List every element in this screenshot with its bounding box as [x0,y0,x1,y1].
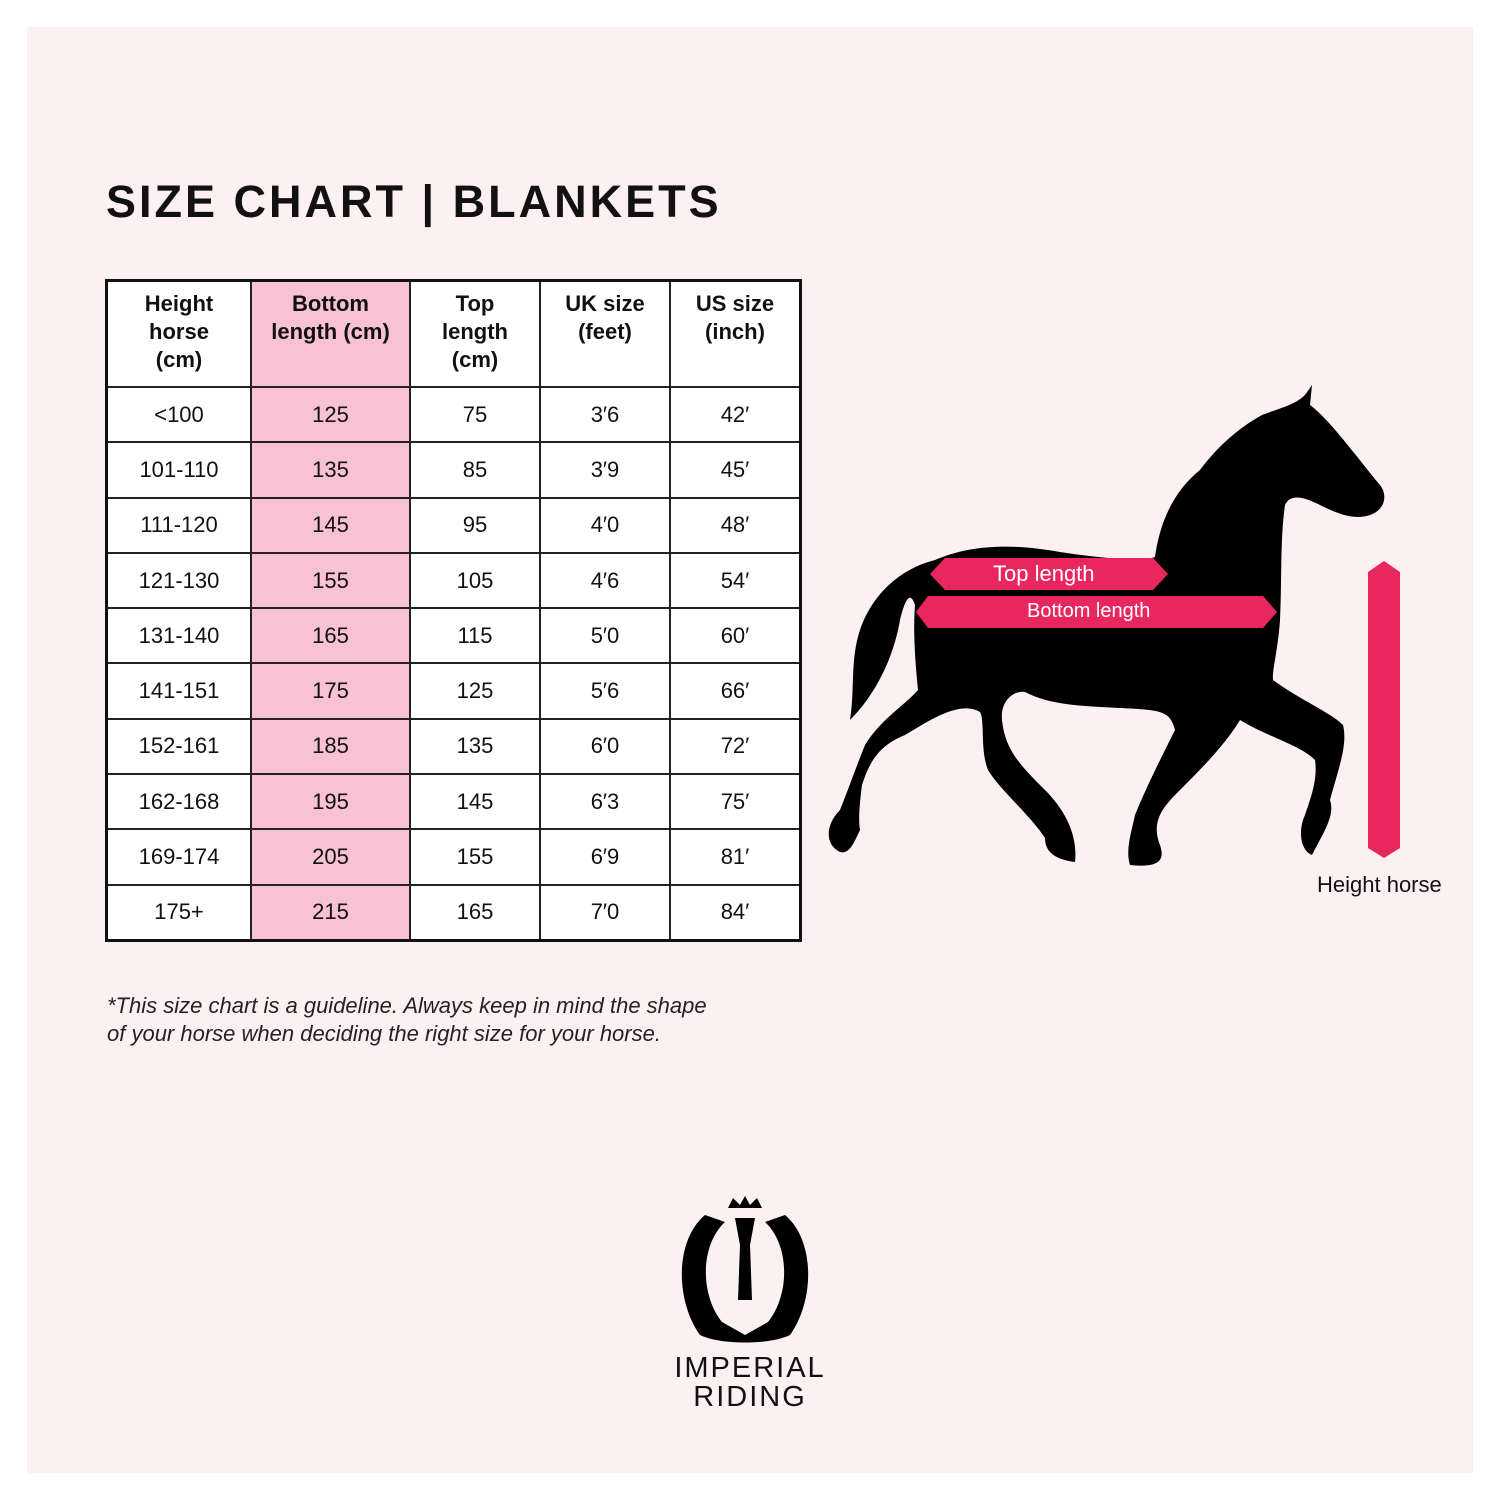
table-cell: 111-120 [105,496,252,554]
column-header: UK size (feet) [539,279,671,388]
table-cell: 131-140 [105,607,252,665]
note-line: of your horse when deciding the right si… [107,1021,661,1046]
column-header: Bottom length (cm) [250,279,411,388]
table-cell: 135 [250,441,411,499]
header-line: Top [455,291,495,316]
table-cell: 3′9 [539,441,671,499]
table-cell: 145 [250,496,411,554]
table-cell: 5′6 [539,662,671,720]
table-row: 162-168 195 145 6′3 75′ [105,773,802,831]
table-cell: 4′0 [539,496,671,554]
table-cell: 75 [409,385,541,444]
table-cell: 125 [250,385,411,444]
brand-name: IMPERIAL RIDING [640,1354,860,1412]
table-cell: 169-174 [105,828,252,886]
guideline-note: *This size chart is a guideline. Always … [107,992,827,1048]
header-line: (inch) [705,319,765,344]
table-row: 175+ 215 165 7′0 84′ [105,883,802,942]
table-row: <100 125 75 3′6 42′ [105,385,802,444]
top-length-label: Top length [993,561,1095,586]
size-table: Height horse (cm) Bottom length (cm) Top lengt… [105,279,802,942]
header-line: length [442,319,508,344]
table-cell: 175 [250,662,411,720]
table-cell: 7′0 [539,883,671,942]
table-cell: 165 [250,607,411,665]
note-line: *This size chart is a guideline. Always … [107,993,707,1018]
table-row: 121-130 155 105 4′6 54′ [105,551,802,610]
table-header-row: Height horse (cm) Bottom length (cm) Top lengt… [105,279,802,388]
table-cell: 155 [409,828,541,886]
table-cell: 75′ [669,773,802,831]
table-cell: 48′ [669,496,802,554]
table-cell: <100 [105,385,252,444]
table-cell: 6′9 [539,828,671,886]
table-row: 131-140 165 115 5′0 60′ [105,607,802,665]
brand-line: IMPERIAL [674,1352,826,1384]
bottom-length-label: Bottom length [1027,600,1151,622]
table-cell: 162-168 [105,773,252,831]
table-cell: 125 [409,662,541,720]
table-cell: 121-130 [105,551,252,610]
table-cell: 3′6 [539,385,671,444]
table-cell: 5′0 [539,607,671,665]
table-cell: 195 [250,773,411,831]
table-cell: 66′ [669,662,802,720]
column-header: US size (inch) [669,279,802,388]
table-cell: 165 [409,883,541,942]
table-cell: 115 [409,607,541,665]
brand-line: RIDING [693,1381,807,1413]
header-line: length (cm) [271,319,390,344]
table-cell: 6′3 [539,773,671,831]
column-header: Top length (cm) [409,279,541,388]
header-line: Height [144,291,214,316]
table-cell: 4′6 [539,551,671,610]
header-line: (feet) [578,319,632,344]
table-cell: 175+ [105,883,252,942]
table-cell: 215 [250,883,411,942]
height-arrow [1368,561,1400,858]
table-cell: 81′ [669,828,802,886]
header-line: horse [149,319,209,344]
table-cell: 145 [409,773,541,831]
table-cell: 205 [250,828,411,886]
table-cell: 135 [409,717,541,776]
table-row: 152-161 185 135 6′0 72′ [105,717,802,776]
table-row: 111-120 145 95 4′0 48′ [105,496,802,554]
table-cell: 45′ [669,441,802,499]
page-title: SIZE CHART | BLANKETS [106,176,722,227]
table-cell: 85 [409,441,541,499]
header-line: UK size [565,291,645,316]
table-cell: 84′ [669,883,802,942]
header-line: (cm) [451,347,499,372]
table-row: 169-174 205 155 6′9 81′ [105,828,802,886]
table-cell: 6′0 [539,717,671,776]
table-cell: 60′ [669,607,802,665]
table-cell: 155 [250,551,411,610]
table-cell: 95 [409,496,541,554]
header-line: (cm) [155,347,203,372]
table-row: 141-151 175 125 5′6 66′ [105,662,802,720]
bottom-length-arrow [916,596,1277,628]
height-horse-label: Height horse [1317,872,1442,897]
top-length-arrow [930,558,1168,590]
table-cell: 105 [409,551,541,610]
table-cell: 141-151 [105,662,252,720]
imperial-riding-logo [681,1196,809,1343]
table-row: 101-110 135 85 3′9 45′ [105,441,802,499]
table-cell: 42′ [669,385,802,444]
table-cell: 72′ [669,717,802,776]
table-cell: 101-110 [105,441,252,499]
header-line: Bottom [292,291,369,316]
table-cell: 185 [250,717,411,776]
column-header: Height horse (cm) [105,279,252,388]
header-line: US size [695,291,775,316]
table-cell: 152-161 [105,717,252,776]
table-cell: 54′ [669,551,802,610]
